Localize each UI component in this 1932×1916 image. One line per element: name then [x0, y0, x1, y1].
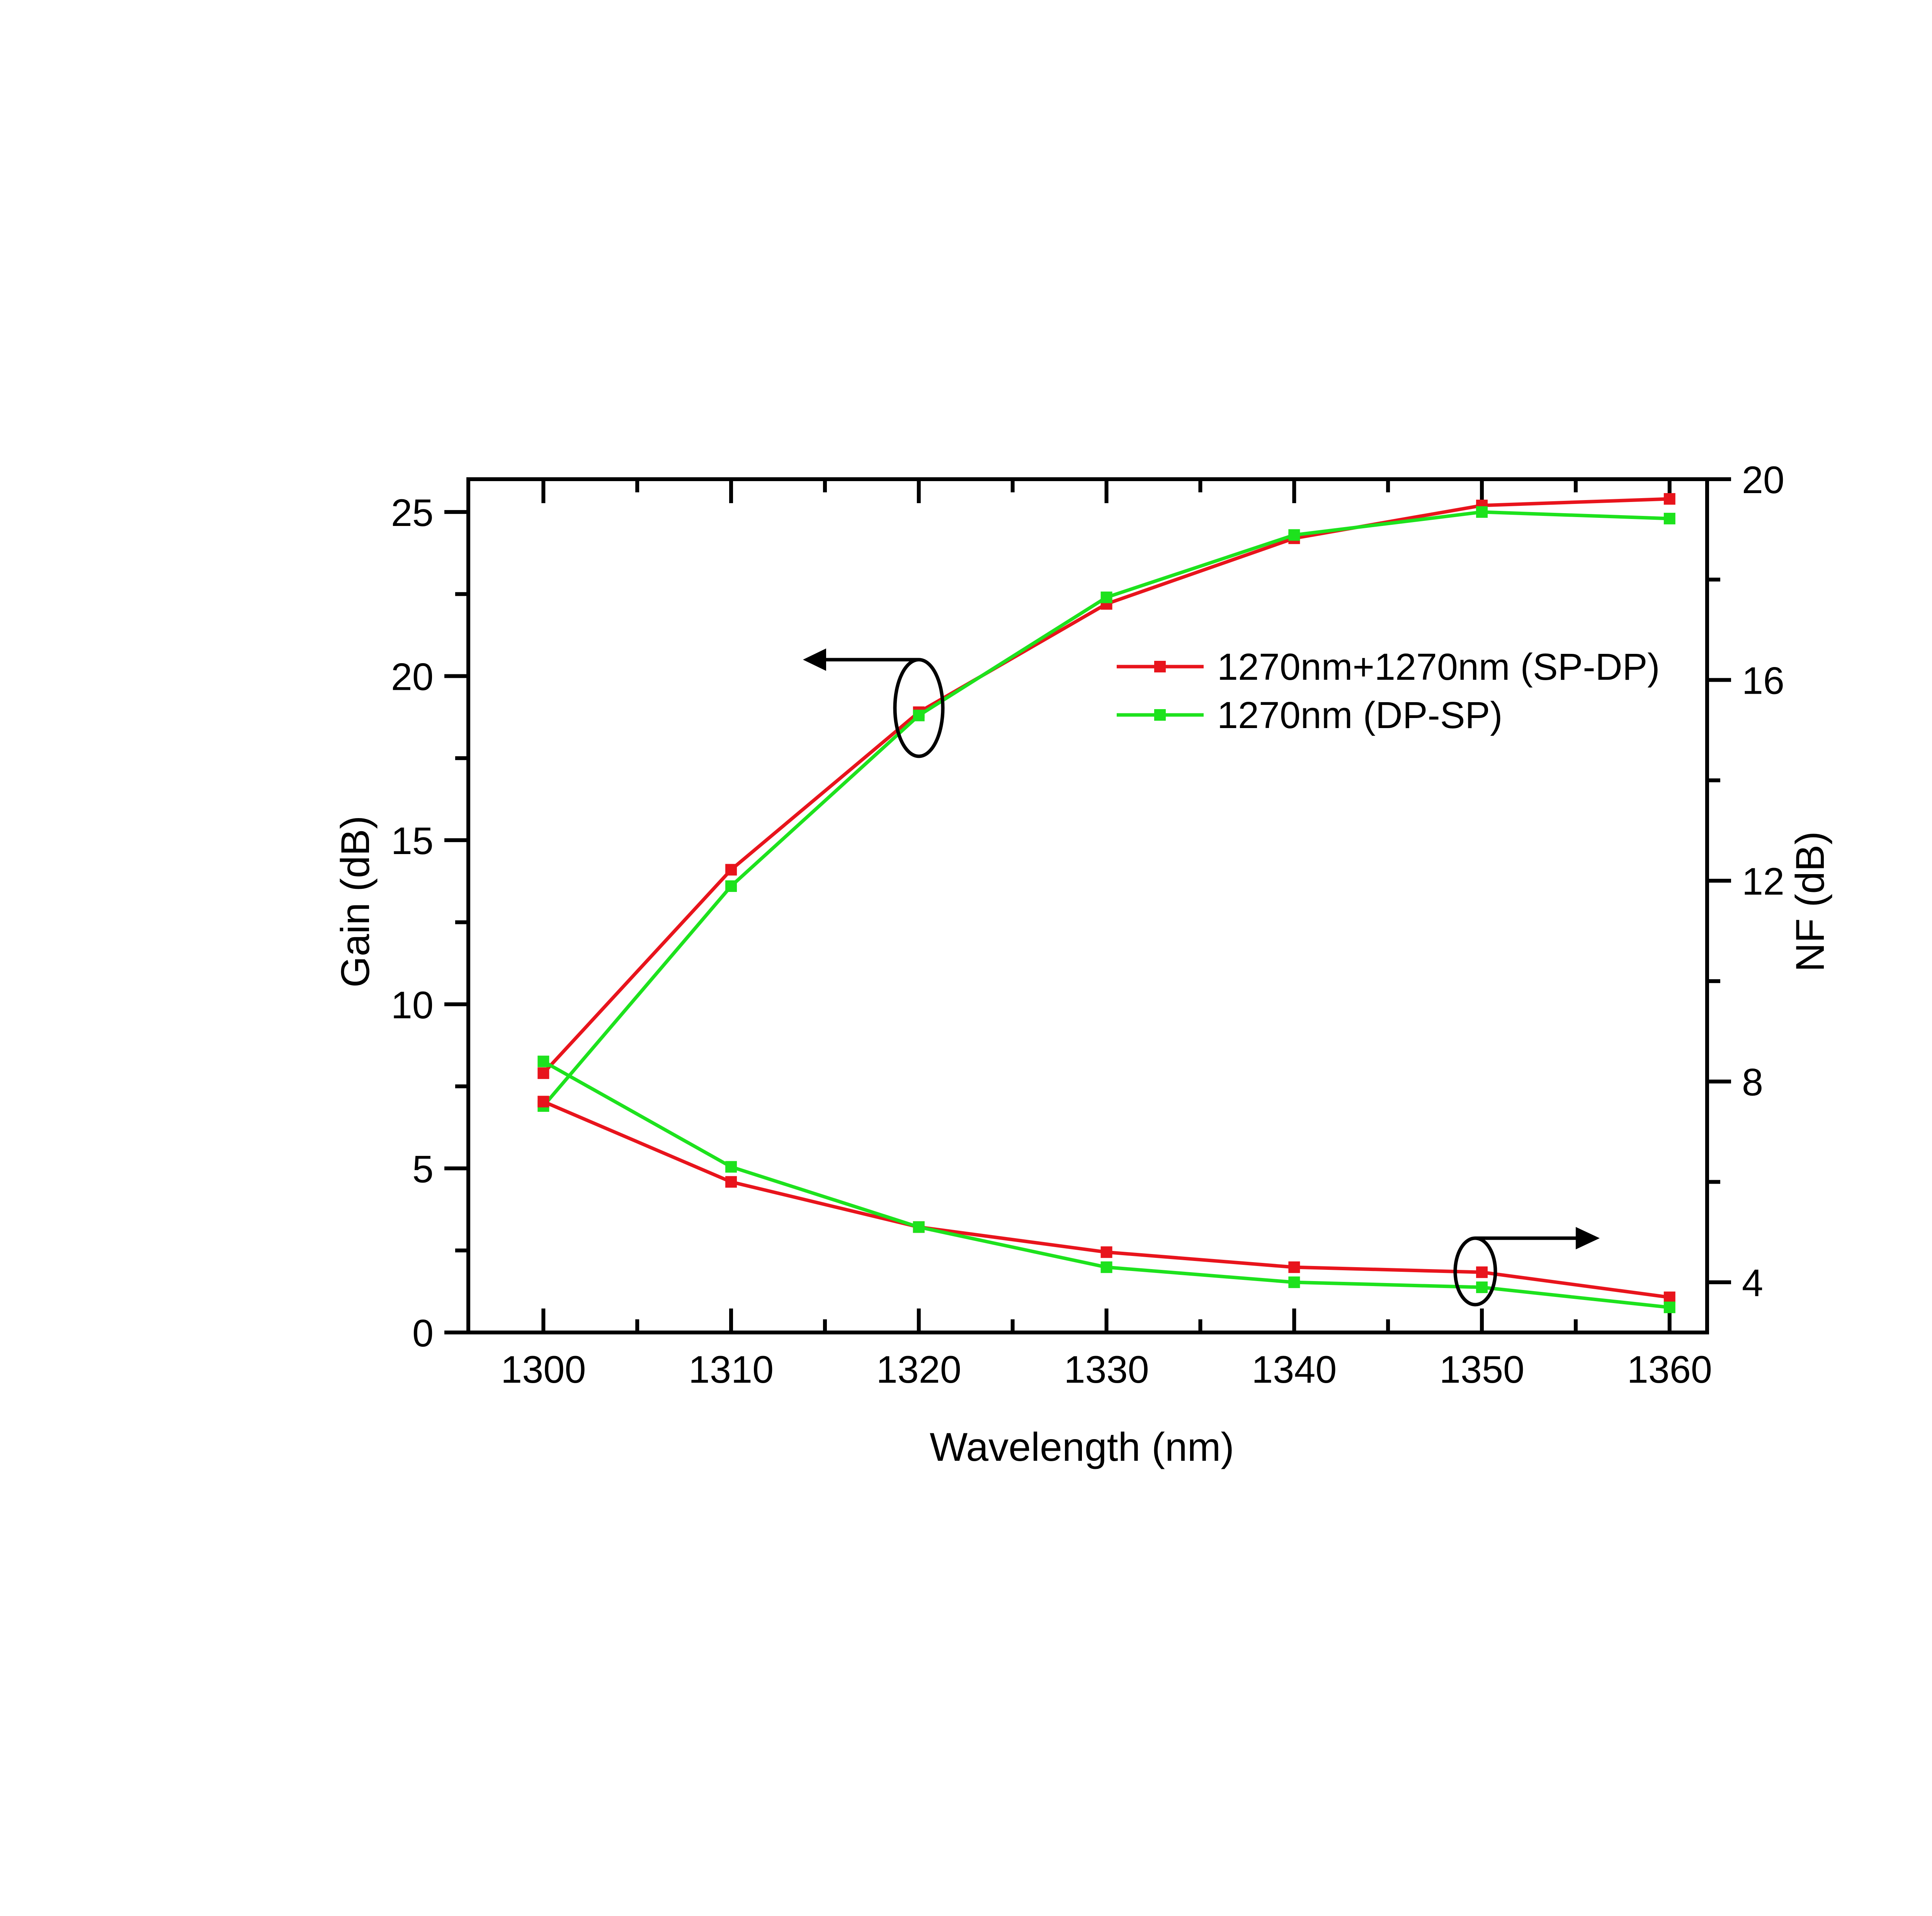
x-tick-label: 1360	[1627, 1348, 1712, 1391]
y-tick-label: 20	[391, 655, 434, 698]
data-point	[725, 880, 737, 892]
data-point	[913, 710, 925, 721]
legend-item: 1270nm (DP-SP)	[1117, 694, 1503, 736]
x-tick-label: 1310	[689, 1348, 774, 1391]
y2-tick-label: 20	[1742, 458, 1784, 501]
y-tick-label: 10	[391, 984, 434, 1026]
legend-label: 1270nm+1270nm (SP-DP)	[1217, 646, 1660, 688]
series-nf-dp-sp	[537, 1055, 1675, 1314]
series-gain-sp-dp	[537, 493, 1675, 1079]
data-point	[1476, 506, 1488, 518]
y-tick-label: 15	[391, 819, 434, 862]
left-arrow-head	[803, 648, 826, 671]
x-tick-label: 1340	[1252, 1348, 1337, 1391]
data-point	[537, 1067, 549, 1079]
data-point	[1100, 591, 1112, 603]
series-nf-sp-dp	[537, 1096, 1675, 1303]
plot-frame	[466, 477, 1709, 1334]
y2-tick-label: 12	[1742, 860, 1784, 903]
x-axis-title: Wavelength (nm)	[930, 1425, 1234, 1470]
x-tick-label: 1300	[501, 1348, 586, 1391]
data-point	[725, 864, 737, 876]
y2-axis-title: NF (dB)	[1788, 831, 1833, 972]
series-gain-dp-sp	[537, 506, 1675, 1112]
right-arrow-head	[1576, 1227, 1600, 1249]
legend-marker	[1154, 709, 1166, 721]
data-point	[1100, 1261, 1112, 1273]
data-point	[1100, 1246, 1112, 1258]
data-point	[537, 1055, 549, 1067]
y2-tick-label: 8	[1742, 1061, 1763, 1104]
data-point	[1663, 493, 1675, 505]
data-point	[1663, 1292, 1675, 1303]
data-point	[913, 1221, 925, 1233]
x-tick-label: 1320	[876, 1348, 961, 1391]
data-point	[1288, 1261, 1300, 1273]
x-tick-label: 1350	[1439, 1348, 1524, 1391]
axes: 1300 1310 1320 1330 1340 1350 1360 0 5 10 15 20 25 4 8…	[391, 458, 1784, 1391]
data-point	[1663, 1302, 1675, 1314]
legend: 1270nm+1270nm (SP-DP) 1270nm (DP-SP)	[1117, 646, 1660, 736]
y-axis-title: Gain (dB)	[333, 815, 378, 987]
data-point	[1476, 1281, 1488, 1293]
data-point	[1288, 529, 1300, 541]
data-point	[1288, 1276, 1300, 1288]
data-point	[725, 1176, 737, 1188]
data-point	[537, 1096, 549, 1108]
y2-tick-label: 16	[1742, 659, 1784, 702]
y-tick-label: 0	[412, 1312, 434, 1354]
legend-item: 1270nm+1270nm (SP-DP)	[1117, 646, 1660, 688]
data-point	[1663, 512, 1675, 524]
x-tick-label: 1330	[1064, 1348, 1149, 1391]
series-line	[542, 497, 1670, 1075]
y2-tick-label: 4	[1742, 1261, 1763, 1304]
annotations	[803, 648, 1600, 1307]
plot-series	[537, 493, 1675, 1314]
legend-marker	[1154, 661, 1166, 672]
y-tick-label: 25	[391, 491, 434, 534]
legend-label: 1270nm (DP-SP)	[1217, 694, 1503, 736]
data-point	[725, 1161, 737, 1173]
y-tick-label: 5	[412, 1147, 434, 1190]
data-point	[1476, 1266, 1488, 1278]
